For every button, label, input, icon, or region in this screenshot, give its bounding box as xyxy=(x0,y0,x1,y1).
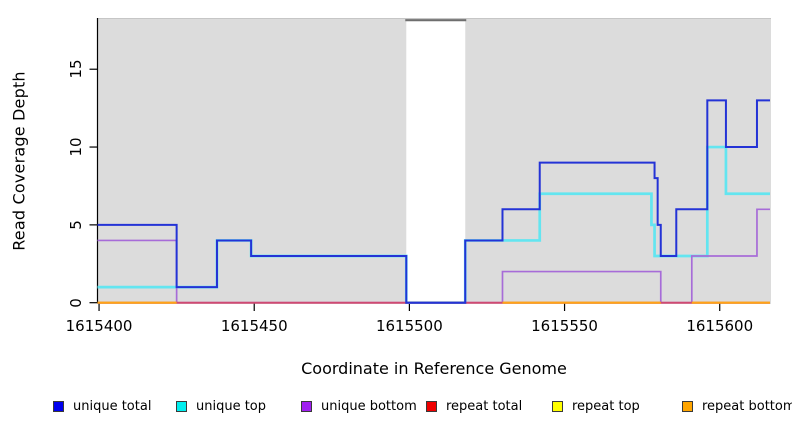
legend-item-repeat-bottom: repeat bottom xyxy=(682,398,792,414)
series-line-unique-total xyxy=(97,99,770,304)
masked-region xyxy=(406,19,466,302)
x-tick-label: 1615400 xyxy=(65,317,133,335)
x-tick-label: 1615450 xyxy=(220,317,288,335)
legend-item-unique-bottom: unique bottom xyxy=(301,398,417,414)
legend-swatch-icon xyxy=(301,400,312,412)
y-tick-label: 0 xyxy=(67,297,85,308)
legend-swatch-icon xyxy=(552,400,563,412)
legend-label: repeat total xyxy=(446,398,523,414)
legend-item-repeat-top: repeat top xyxy=(552,398,640,414)
x-axis-title: Coordinate in Reference Genome xyxy=(301,359,567,378)
x-tick-label: 1615600 xyxy=(686,317,754,335)
y-tick-label: 10 xyxy=(67,137,85,157)
x-tick-label: 1615500 xyxy=(375,317,443,335)
y-axis-title: Read Coverage Depth xyxy=(9,71,29,251)
x-tick-label: 1615550 xyxy=(531,317,598,335)
legend-swatch-icon xyxy=(682,400,693,412)
legend-swatch-icon xyxy=(53,400,64,412)
legend-swatch-icon xyxy=(426,400,437,412)
legend: unique total unique top unique bottom repea… xyxy=(0,398,792,416)
legend-item-repeat-total: repeat total xyxy=(426,398,522,414)
legend-label: unique total xyxy=(73,398,152,414)
legend-item-unique-total: unique total xyxy=(53,398,151,414)
legend-label: repeat bottom xyxy=(702,398,792,414)
series-line-unique-bottom xyxy=(97,208,770,304)
legend-item-unique-top: unique top xyxy=(176,398,266,414)
y-tick-label: 5 xyxy=(67,220,85,230)
y-tick-label: 15 xyxy=(67,59,85,79)
legend-label: repeat top xyxy=(572,398,640,414)
legend-swatch-icon xyxy=(176,400,187,412)
legend-label: unique top xyxy=(196,398,267,414)
legend-label: unique bottom xyxy=(321,398,417,414)
